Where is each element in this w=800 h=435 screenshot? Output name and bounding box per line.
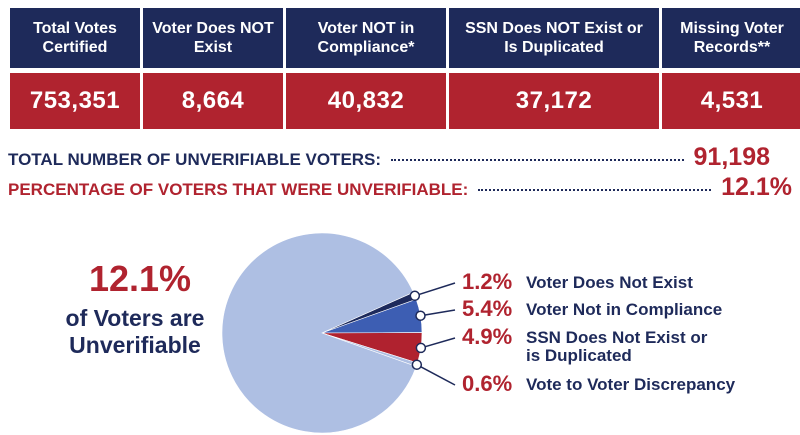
table-value: 37,172 <box>449 73 659 129</box>
callout-dot <box>411 359 423 370</box>
table-header: Voter Does NOT Exist <box>143 8 283 68</box>
summary-label: TOTAL NUMBER OF UNVERIFIABLE VOTERS: <box>8 150 382 169</box>
summary-label: PERCENTAGE OF VOTERS THAT WERE UNVERIFIA… <box>8 180 469 199</box>
summary-row: TOTAL NUMBER OF UNVERIFIABLE VOTERS: 91,… <box>8 143 770 172</box>
callout-line <box>420 337 456 349</box>
summary-value: 91,198 <box>693 143 770 171</box>
table-header: Total Votes Certified <box>10 8 140 68</box>
slice-percent: 4.9% <box>462 324 513 349</box>
callout-value: 12.1% <box>88 258 192 299</box>
slice-percent: 5.4% <box>462 296 513 321</box>
summary-value: 12.1% <box>721 173 792 201</box>
table-value: 8,664 <box>143 73 283 129</box>
callout-dot <box>409 290 421 302</box>
callout-line <box>414 282 456 297</box>
callout-line <box>416 364 456 386</box>
table-header: Voter NOT in Compliance* <box>286 8 446 68</box>
summary-row: PERCENTAGE OF VOTERS THAT WERE UNVERIFIA… <box>8 173 792 202</box>
slice-label: SSN Does Not Exist or is Duplicated <box>526 328 708 365</box>
slice-label: Voter Not in Compliance <box>526 300 723 319</box>
callout-dot <box>415 342 427 354</box>
stats-table: Total Votes Certified Voter Does NOT Exi… <box>10 8 800 129</box>
callout-text: of Voters are Unverifiable <box>65 305 205 358</box>
table-value: 4,531 <box>662 73 800 129</box>
leader <box>391 159 684 161</box>
pie-slice <box>221 232 417 434</box>
table-header: SSN Does NOT Exist or Is Duplicated <box>449 8 659 68</box>
slice-percent: 0.6% <box>462 371 513 396</box>
slice-label: Vote to Voter Discrepancy <box>526 375 736 394</box>
callout-line <box>420 309 456 317</box>
table-header: Missing Voter Records** <box>662 8 800 68</box>
table-value: 40,832 <box>286 73 446 129</box>
callout-dot <box>415 310 426 321</box>
slice-label: Voter Does Not Exist <box>526 273 693 292</box>
table-value: 753,351 <box>10 73 140 129</box>
slice-percent: 1.2% <box>462 269 513 294</box>
leader <box>478 189 712 191</box>
